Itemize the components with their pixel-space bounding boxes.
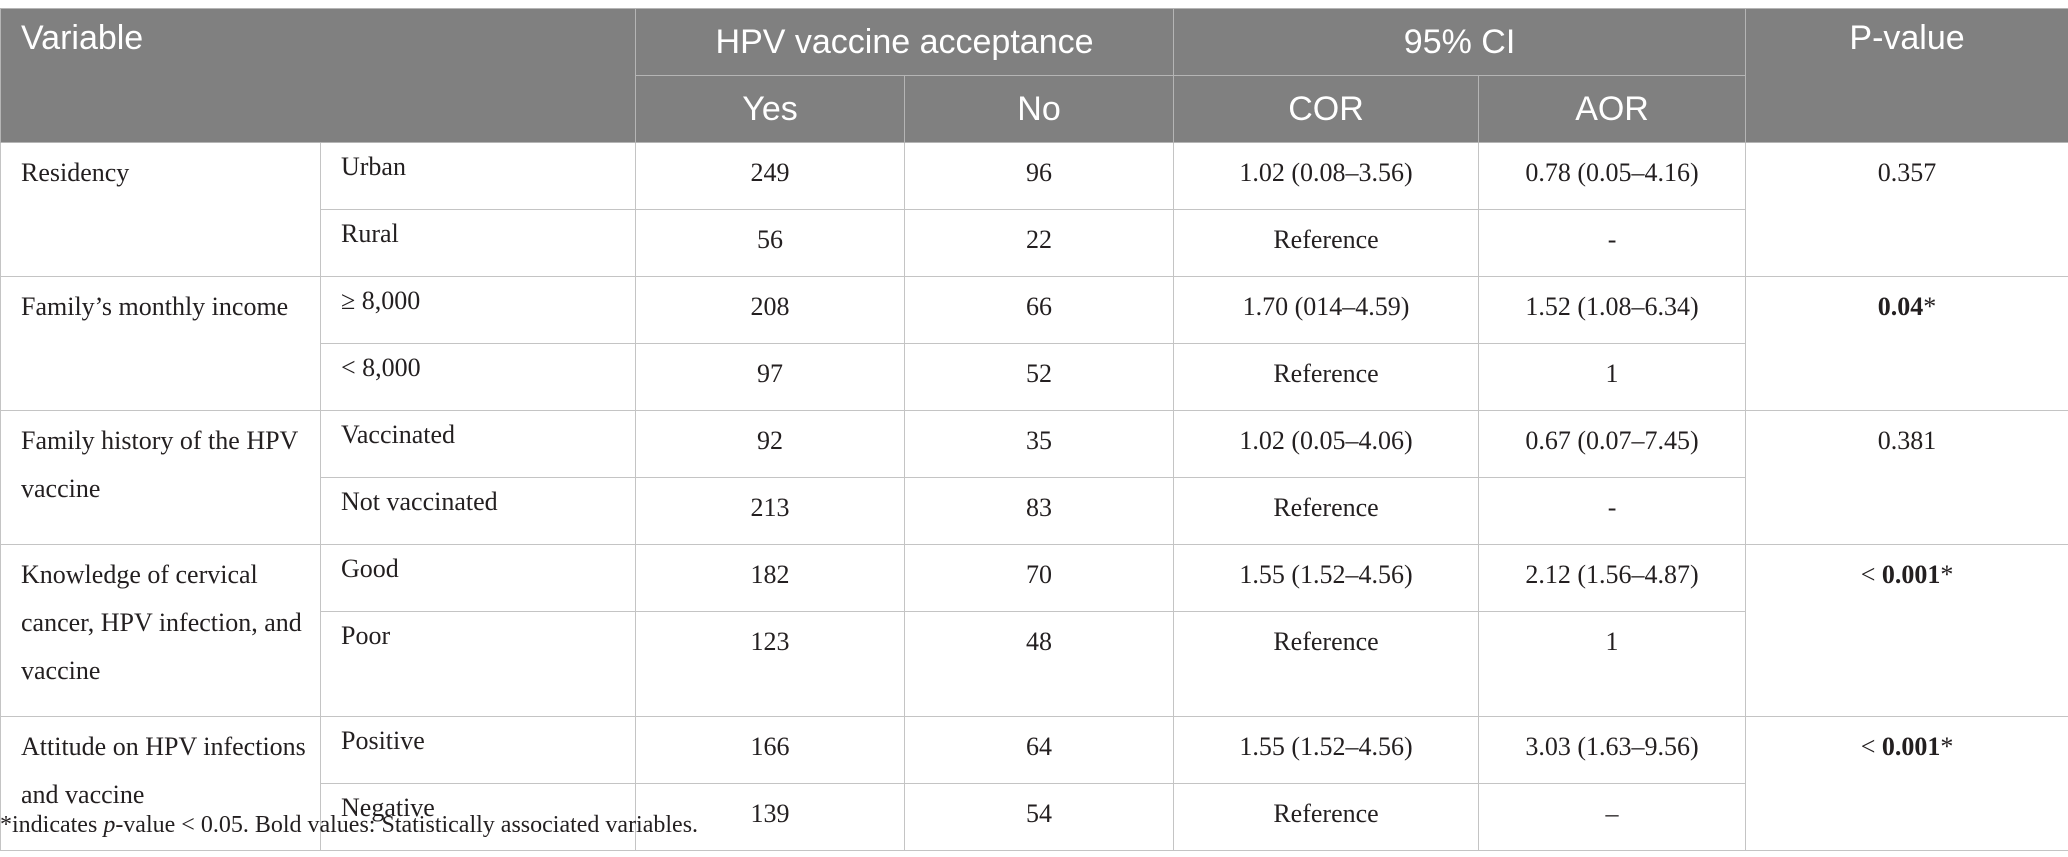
pvalue-bold: 0.04 <box>1877 292 1924 321</box>
aor-cell: 3.03 (1.63–9.56) <box>1478 716 1747 784</box>
no-cell: 22 <box>904 209 1175 277</box>
subgroup-cell: < 8,000 <box>319 343 637 411</box>
pvalue-bold: 0.001 <box>1881 560 1941 589</box>
aor-cell: 2.12 (1.56–4.87) <box>1478 544 1747 612</box>
yes-cell: 123 <box>635 611 906 717</box>
aor-cell: 0.67 (0.07–7.45) <box>1478 410 1747 478</box>
pvalue-prefix: < <box>1860 732 1882 761</box>
table-row: Knowledge of cervical cancer, HPV infect… <box>0 544 2068 717</box>
subgroup-cell: Poor <box>319 611 637 717</box>
table-header: Variable HPV vaccine acceptance 95% CI P… <box>0 8 2068 143</box>
yes-cell: 213 <box>635 477 906 545</box>
yes-cell: 182 <box>635 544 906 612</box>
no-cell: 35 <box>904 410 1175 478</box>
table-row: Residency Urban 249 96 1.02 (0.08–3.56) … <box>0 142 2068 277</box>
header-variable: Variable <box>0 8 637 143</box>
cor-cell: 1.55 (1.52–4.56) <box>1173 716 1480 784</box>
pvalue-cell: < 0.001* <box>1745 544 2068 717</box>
no-cell: 70 <box>904 544 1175 612</box>
table-row: Poor 123 48 Reference 1 <box>1 611 2068 717</box>
subgroup-cell: Not vaccinated <box>319 477 637 545</box>
yes-cell: 139 <box>635 783 906 851</box>
subgroup-cell: Negative <box>319 783 637 851</box>
subgroup-cell: Rural <box>319 209 637 277</box>
cor-cell: Reference <box>1173 611 1480 717</box>
table-wrapper: Variable HPV vaccine acceptance 95% CI P… <box>0 8 2068 851</box>
header-yes: Yes <box>635 75 906 143</box>
variable-cell: Attitude on HPV infections and vaccine <box>0 716 321 851</box>
variable-cell: Family history of the HPV vaccine <box>0 410 321 545</box>
header-ci: 95% CI <box>1173 8 1747 76</box>
pvalue-bold: 0.001 <box>1881 732 1941 761</box>
header-aor: AOR <box>1478 75 1747 143</box>
pvalue-cell: 0.357 <box>1745 142 2068 277</box>
subgroup-cell: ≥ 8,000 <box>319 276 637 344</box>
aor-cell: 0.78 (0.05–4.16) <box>1478 142 1747 210</box>
subgroup-cell: Positive <box>319 716 637 784</box>
subgroup-cell: Good <box>319 544 637 612</box>
no-cell: 48 <box>904 611 1175 717</box>
pvalue-plain: * <box>1940 732 1954 761</box>
no-cell: 83 <box>904 477 1175 545</box>
header-no: No <box>904 75 1175 143</box>
no-cell: 54 <box>904 783 1175 851</box>
header-pvalue: P-value <box>1745 8 2068 143</box>
no-cell: 66 <box>904 276 1175 344</box>
cor-cell: Reference <box>1173 209 1480 277</box>
results-table: Variable HPV vaccine acceptance 95% CI P… <box>0 8 2068 851</box>
variable-cell: Knowledge of cervical cancer, HPV infect… <box>0 544 321 717</box>
table-row: Negative 139 54 Reference – <box>1 783 2068 851</box>
cor-cell: Reference <box>1173 783 1480 851</box>
cor-cell: 1.55 (1.52–4.56) <box>1173 544 1480 612</box>
footnote-part2: -value < 0.05. Bold values: Statisticall… <box>115 812 699 838</box>
pvalue-cell: 0.04* <box>1745 276 2068 411</box>
yes-cell: 166 <box>635 716 906 784</box>
table-footnote: *indicates p-value < 0.05. Bold values: … <box>0 812 698 839</box>
pvalue-plain: * <box>1940 560 1954 589</box>
cor-cell: 1.02 (0.05–4.06) <box>1173 410 1480 478</box>
aor-cell: 1.52 (1.08–6.34) <box>1478 276 1747 344</box>
table-row: Attitude on HPV infections and vaccine P… <box>0 716 2068 851</box>
aor-cell: 1 <box>1478 611 1747 717</box>
header-acceptance: HPV vaccine acceptance <box>635 8 1175 76</box>
pvalue-plain: * <box>1923 292 1937 321</box>
variable-cell: Family’s monthly income <box>0 276 321 411</box>
header-cor: COR <box>1173 75 1480 143</box>
cor-cell: 1.02 (0.08–3.56) <box>1173 142 1480 210</box>
pvalue-cell: 0.381 <box>1745 410 2068 545</box>
subgroup-cell: Urban <box>319 142 637 210</box>
yes-cell: 249 <box>635 142 906 210</box>
no-cell: 64 <box>904 716 1175 784</box>
subgroup-cell: Vaccinated <box>319 410 637 478</box>
table-body: Residency Urban 249 96 1.02 (0.08–3.56) … <box>0 142 2068 851</box>
pvalue-plain: 0.357 <box>1877 158 1937 187</box>
footnote-part1: *indicates <box>0 812 104 838</box>
yes-cell: 208 <box>635 276 906 344</box>
yes-cell: 56 <box>635 209 906 277</box>
header-row-2: Yes No COR AOR <box>1 75 2068 143</box>
aor-cell: 1 <box>1478 343 1747 411</box>
table-row: Family history of the HPV vaccine Vaccin… <box>0 410 2068 545</box>
aor-cell: – <box>1478 783 1747 851</box>
no-cell: 52 <box>904 343 1175 411</box>
aor-cell: - <box>1478 209 1747 277</box>
yes-cell: 97 <box>635 343 906 411</box>
yes-cell: 92 <box>635 410 906 478</box>
no-cell: 96 <box>904 142 1175 210</box>
cor-cell: Reference <box>1173 477 1480 545</box>
cor-cell: Reference <box>1173 343 1480 411</box>
pvalue-prefix: < <box>1860 560 1882 589</box>
variable-cell: Residency <box>0 142 321 277</box>
aor-cell: - <box>1478 477 1747 545</box>
cor-cell: 1.70 (014–4.59) <box>1173 276 1480 344</box>
table-row: Family’s monthly income ≥ 8,000 208 66 1… <box>0 276 2068 411</box>
pvalue-plain: 0.381 <box>1877 426 1937 455</box>
pvalue-cell: < 0.001* <box>1745 716 2068 851</box>
header-row-1: Variable HPV vaccine acceptance 95% CI P… <box>0 8 2068 143</box>
table-row: Rural 56 22 Reference - <box>1 209 2068 277</box>
footnote-italic: p <box>103 812 116 838</box>
